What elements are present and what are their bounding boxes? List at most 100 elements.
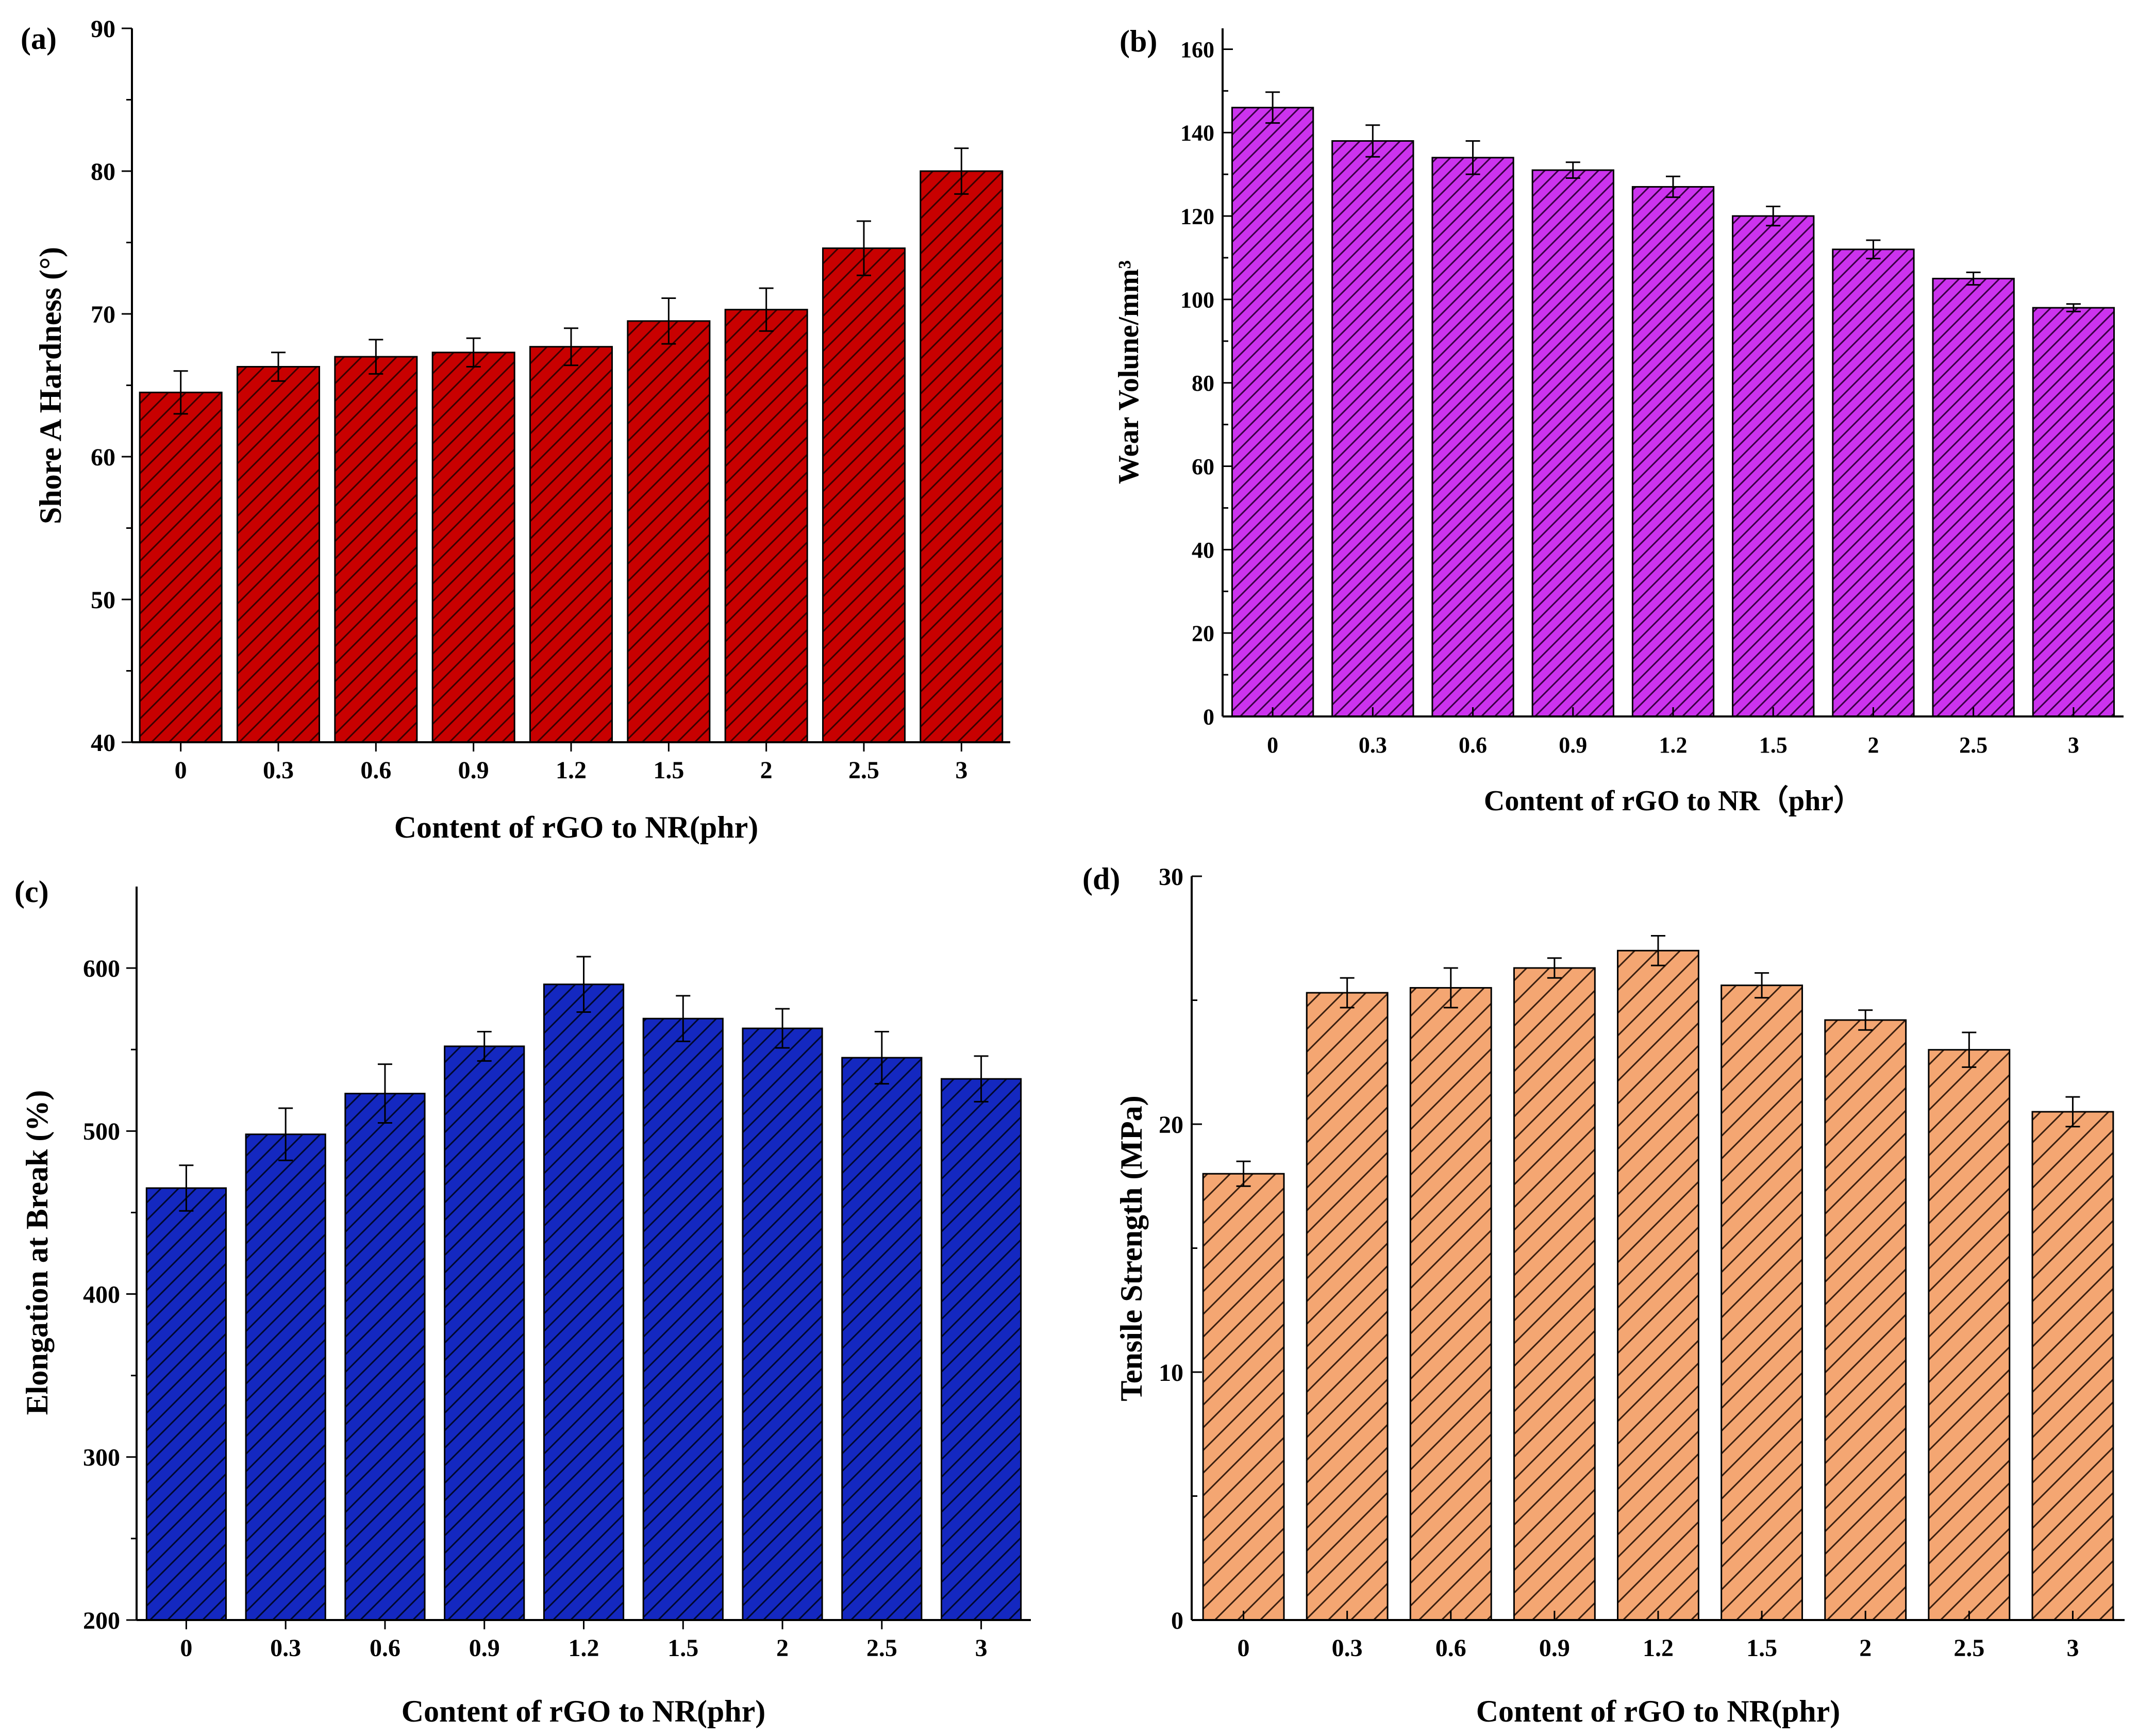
error-bar [477,1030,492,1062]
y-tick-label: 20 [1159,1111,1183,1139]
bar [1928,1049,2011,1621]
y-tick-label: 40 [91,729,115,757]
y-axis-label: Elongation at Break (%) [20,1090,54,1415]
error-bar [179,1164,194,1212]
error-bar [1265,91,1280,124]
chart-panel-2: 0 0.3 0.6 0.9 1.2 1.5 2 2.5 3 200 300 400 500 600 (c) C… [14,875,1031,1728]
bar [1531,169,1614,717]
bar [742,1027,823,1621]
error-bar [377,1063,392,1124]
y-axis-label: Wear Volune/mm³ [1113,260,1145,484]
bar [2032,307,2115,717]
bar [642,1017,724,1621]
error-bar [676,995,691,1042]
y-tick-label: 60 [91,444,115,471]
x-tick-label: 2.5 [848,757,879,784]
y-tick-label: 140 [1180,121,1214,146]
x-tick-label: 1.2 [556,757,587,784]
bar [822,247,906,743]
x-tick-label: 0.6 [1459,732,1487,758]
bar [1932,277,2015,717]
x-tick-label: 2 [760,757,773,784]
x-tick-label: 1.5 [667,1634,698,1662]
error-bar [1666,175,1680,198]
error-bar [576,956,591,1013]
x-tick-label: 1.5 [1746,1634,1777,1662]
error-bar [1565,161,1580,179]
error-bar [2066,303,2081,312]
x-tick-label: 2 [1867,732,1879,758]
x-axis-label: Content of rGO to NR(phr) [402,1694,766,1728]
bar [139,391,223,743]
bar [344,1093,426,1621]
bar [1617,949,1699,1621]
error-bar [466,337,481,368]
error-bar [1962,1031,1977,1068]
error-bar [775,1008,790,1049]
x-tick-label: 0.6 [360,757,391,784]
y-tick-label: 20 [1192,621,1214,646]
y-tick-label: 10 [1159,1359,1183,1387]
bar [1824,1019,1907,1621]
error-bar [661,297,676,345]
error-bar [271,352,286,382]
x-tick-label: 2.5 [1953,1634,1984,1662]
x-tick-label: 1.5 [1759,732,1788,758]
bar [1631,186,1715,717]
y-tick-label: 90 [91,15,115,43]
x-tick-label: 3 [955,757,967,784]
bar [245,1133,326,1621]
bar [1331,140,1414,717]
y-tick-label: 70 [91,301,115,328]
y-tick-label: 80 [1192,371,1214,396]
panel-label: (a) [21,22,57,56]
bar [2031,1111,2114,1621]
error-bar [857,220,871,276]
bar [529,346,613,743]
x-tick-label: 0.6 [1435,1634,1466,1662]
bar [1231,107,1314,717]
y-tick-label: 500 [83,1118,120,1145]
x-tick-label: 2 [1859,1634,1872,1662]
y-tick-label: 300 [83,1444,120,1472]
bar [444,1045,525,1621]
bar [1431,157,1514,717]
error-bar [874,1030,889,1085]
x-tick-label: 2.5 [866,1634,897,1662]
error-bar [1547,957,1562,979]
x-tick-label: 1.5 [653,757,684,784]
x-tick-label: 1.2 [569,1634,599,1662]
x-tick-label: 0.9 [1559,732,1587,758]
error-bar [1858,1009,1873,1031]
x-tick-label: 1.2 [1659,732,1688,758]
error-bar [1766,205,1781,227]
error-bar [1755,972,1769,999]
x-tick-label: 0.3 [1359,732,1387,758]
bar [724,309,808,743]
bar [627,320,711,743]
chart-panel-1: 0 0.3 0.6 0.9 1.2 1.5 2 2.5 3 0 20 40 60 80 100 120 140 1… [1113,24,2124,817]
error-bar [1866,239,1881,260]
y-tick-label: 160 [1180,37,1214,62]
bar [145,1187,227,1621]
error-bar [759,287,774,332]
error-bar [954,147,969,195]
x-tick-label: 0.3 [263,757,294,784]
y-tick-label: 0 [1171,1607,1183,1634]
error-bar [974,1055,989,1103]
bar [1306,992,1389,1621]
y-tick-label: 80 [91,158,115,186]
chart-panel-0: 0 0.3 0.6 0.9 1.2 1.5 2 2.5 3 40 50 60 70 80 90 (a) Cont… [21,15,1010,844]
error-bar [1443,967,1458,1009]
bar [1832,248,1915,717]
bar [920,170,1004,743]
bar [543,983,625,1621]
x-tick-label: 0 [180,1634,192,1662]
y-tick-label: 50 [91,587,115,614]
y-tick-label: 600 [83,955,120,982]
bar [431,352,515,743]
y-tick-label: 30 [1159,863,1183,891]
error-bar [369,339,383,375]
